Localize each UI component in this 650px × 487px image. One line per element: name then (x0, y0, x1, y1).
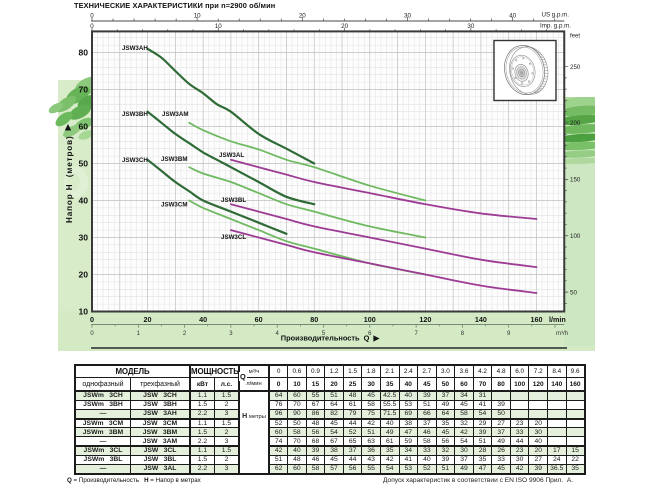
svg-text:150: 150 (570, 177, 581, 184)
svg-text:JSW3BH: JSW3BH (122, 111, 148, 118)
svg-text:60: 60 (255, 315, 263, 324)
svg-text:30: 30 (404, 13, 411, 20)
svg-text:50: 50 (78, 158, 88, 168)
svg-text:20: 20 (144, 315, 152, 324)
svg-text:m³/h: m³/h (556, 331, 568, 337)
svg-text:100: 100 (570, 233, 581, 240)
svg-text:JSW3CH: JSW3CH (122, 157, 148, 164)
svg-text:JSW3AL: JSW3AL (219, 152, 244, 159)
svg-text:6: 6 (368, 331, 372, 337)
svg-text:feet: feet (570, 34, 580, 40)
svg-text:2: 2 (183, 331, 187, 337)
svg-text:l/min: l/min (549, 315, 566, 324)
svg-text:4: 4 (276, 331, 280, 337)
svg-text:8: 8 (461, 331, 465, 337)
svg-text:140: 140 (475, 315, 487, 324)
svg-text:JSW3CM: JSW3CM (161, 202, 187, 209)
svg-text:JSW3BM: JSW3BM (161, 156, 187, 163)
svg-text:Напор Н (метров): Напор Н (метров) (65, 135, 74, 223)
svg-text:20: 20 (299, 13, 306, 20)
svg-text:3: 3 (229, 331, 233, 337)
svg-text:Imp. g.p.m.: Imp. g.p.m. (540, 23, 571, 30)
svg-text:JSW3CL: JSW3CL (221, 234, 246, 241)
svg-text:40: 40 (199, 315, 207, 324)
svg-text:80: 80 (78, 47, 88, 57)
svg-text:40: 40 (509, 13, 516, 20)
svg-text:30: 30 (467, 23, 474, 30)
svg-text:70: 70 (78, 84, 88, 94)
svg-text:Производительность Q ▶: Производительность Q ▶ (281, 334, 380, 343)
svg-text:JSW3AM: JSW3AM (162, 111, 188, 118)
svg-text:0: 0 (90, 315, 94, 324)
svg-text:250: 250 (570, 64, 581, 71)
svg-text:0: 0 (90, 13, 94, 20)
svg-text:100: 100 (364, 315, 376, 324)
svg-text:JSW3AH: JSW3AH (122, 45, 148, 52)
svg-text:60: 60 (78, 121, 88, 131)
svg-text:10: 10 (194, 13, 201, 20)
svg-text:1: 1 (137, 331, 141, 337)
svg-text:20: 20 (78, 269, 88, 279)
svg-text:0: 0 (90, 331, 94, 337)
svg-text:30: 30 (78, 232, 88, 242)
svg-text:9: 9 (507, 331, 511, 337)
svg-text:10: 10 (215, 23, 222, 30)
svg-text:JSW3BL: JSW3BL (221, 197, 246, 204)
svg-text:7: 7 (414, 331, 418, 337)
svg-text:40: 40 (78, 195, 88, 205)
svg-text:10: 10 (78, 306, 88, 316)
svg-text:50: 50 (570, 289, 577, 296)
svg-text:160: 160 (530, 315, 542, 324)
svg-text:200: 200 (570, 120, 581, 127)
svg-text:US g.p.m.: US g.p.m. (541, 12, 569, 19)
svg-text:80: 80 (310, 315, 318, 324)
svg-text:20: 20 (341, 23, 348, 30)
svg-text:120: 120 (419, 315, 431, 324)
svg-text:5: 5 (322, 331, 326, 337)
svg-text:0: 0 (90, 23, 94, 30)
